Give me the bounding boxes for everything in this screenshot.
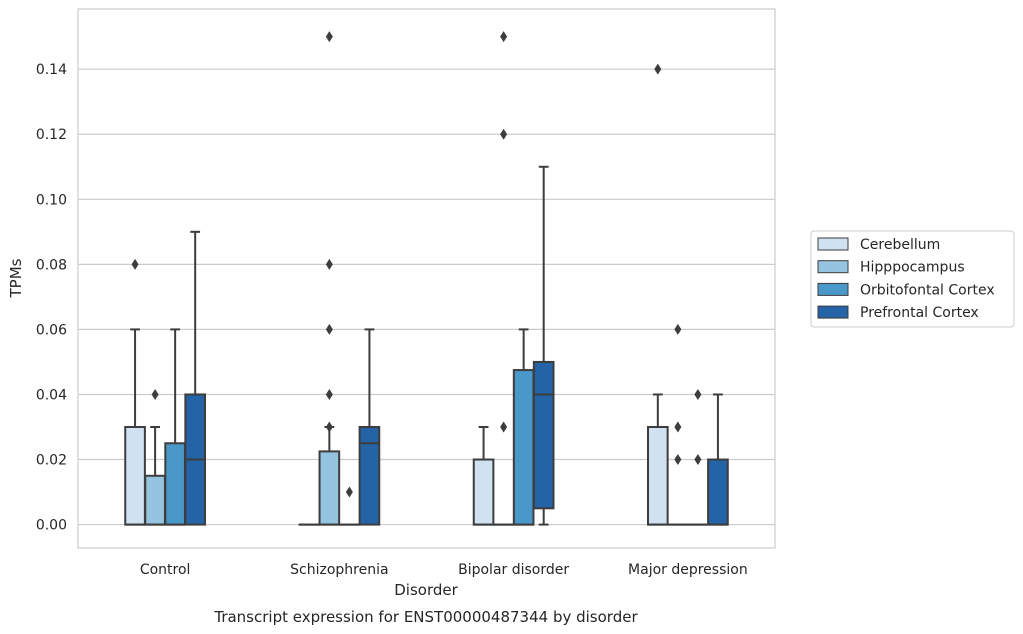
box xyxy=(164,442,186,526)
legend-swatch xyxy=(817,260,849,274)
outlier-point xyxy=(325,323,333,335)
box-group xyxy=(164,328,186,526)
legend-swatch xyxy=(817,237,849,251)
outlier-point xyxy=(325,31,333,43)
y-tick-label: 0.00 xyxy=(36,518,67,534)
box-group xyxy=(124,258,146,526)
box-group xyxy=(532,165,555,526)
y-tick-label: 0.08 xyxy=(36,257,67,273)
box xyxy=(646,425,669,526)
box-group xyxy=(687,388,709,526)
box-group xyxy=(492,31,515,526)
outlier-point xyxy=(325,258,333,270)
outlier-point xyxy=(325,388,333,400)
outlier-point xyxy=(674,454,682,466)
y-tick-label: 0.10 xyxy=(36,192,67,208)
legend-label: Prefrontal Cortex xyxy=(860,305,979,321)
y-tick-label: 0.02 xyxy=(36,453,67,469)
outlier-point xyxy=(131,258,139,270)
box xyxy=(358,425,381,526)
box xyxy=(144,474,166,526)
box-group xyxy=(667,323,689,526)
x-axis-label: Disorder xyxy=(394,581,458,599)
y-tick-label: 0.14 xyxy=(36,62,67,78)
x-tick-label: Schizophrenia xyxy=(290,562,388,578)
chart-caption: Transcript expression for ENST0000048734… xyxy=(213,608,638,626)
box-group xyxy=(512,328,535,526)
legend: Cerebellum Hipppocampus Orbitofontal Corte… xyxy=(810,230,1015,328)
legend-swatch xyxy=(817,305,849,319)
y-tick-label: 0.04 xyxy=(36,387,67,403)
box-group xyxy=(646,63,669,526)
box-group xyxy=(318,31,341,526)
x-tick-label: Control xyxy=(140,562,191,578)
outlier-point xyxy=(500,421,508,433)
outlier-point xyxy=(345,486,353,498)
box xyxy=(707,458,729,526)
outlier-point xyxy=(500,31,508,43)
outlier-point xyxy=(325,421,333,433)
x-tick-label: Bipolar disorder xyxy=(458,562,569,578)
outlier-point xyxy=(694,454,702,466)
box-group xyxy=(472,425,495,526)
box-group xyxy=(184,230,207,526)
y-axis-label: TPMs xyxy=(7,258,25,298)
outlier-point xyxy=(654,63,662,75)
x-axis-ticks: Control Schizophrenia Bipolar disorder Majo… xyxy=(140,562,748,578)
outlier-point xyxy=(500,128,508,140)
outlier-point xyxy=(674,323,682,335)
plot-frame xyxy=(77,8,776,549)
y-tick-label: 0.12 xyxy=(36,127,67,143)
y-tick-label: 0.06 xyxy=(36,322,67,338)
box xyxy=(318,450,341,526)
legend-label: Hipppocampus xyxy=(860,260,965,276)
box-group xyxy=(707,393,729,526)
outlier-point xyxy=(674,421,682,433)
box xyxy=(532,360,555,510)
box xyxy=(124,425,146,526)
box xyxy=(472,458,495,526)
box-group xyxy=(144,388,166,526)
y-axis-ticks: 0.00 0.02 0.04 0.06 0.08 0.10 0.12 0.14 xyxy=(36,62,67,533)
outlier-point xyxy=(694,388,702,400)
legend-frame xyxy=(810,230,1015,328)
box xyxy=(512,369,535,526)
legend-swatch xyxy=(817,282,849,296)
legend-label: Cerebellum xyxy=(860,237,940,253)
x-tick-label: Major depression xyxy=(628,562,748,578)
box-plot-boxes xyxy=(124,31,729,526)
box-group xyxy=(358,328,381,526)
outlier-point xyxy=(151,388,159,400)
box-group xyxy=(338,486,361,526)
legend-label: Orbitofontal Cortex xyxy=(860,282,995,298)
